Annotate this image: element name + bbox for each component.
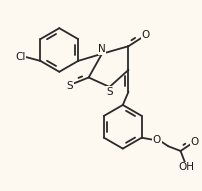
- Text: OH: OH: [178, 162, 194, 172]
- Text: O: O: [141, 30, 150, 40]
- Text: O: O: [190, 137, 198, 147]
- Text: Cl: Cl: [15, 52, 26, 62]
- Text: S: S: [106, 87, 113, 97]
- Text: S: S: [67, 81, 73, 91]
- Text: O: O: [153, 135, 161, 145]
- Text: N: N: [98, 44, 106, 54]
